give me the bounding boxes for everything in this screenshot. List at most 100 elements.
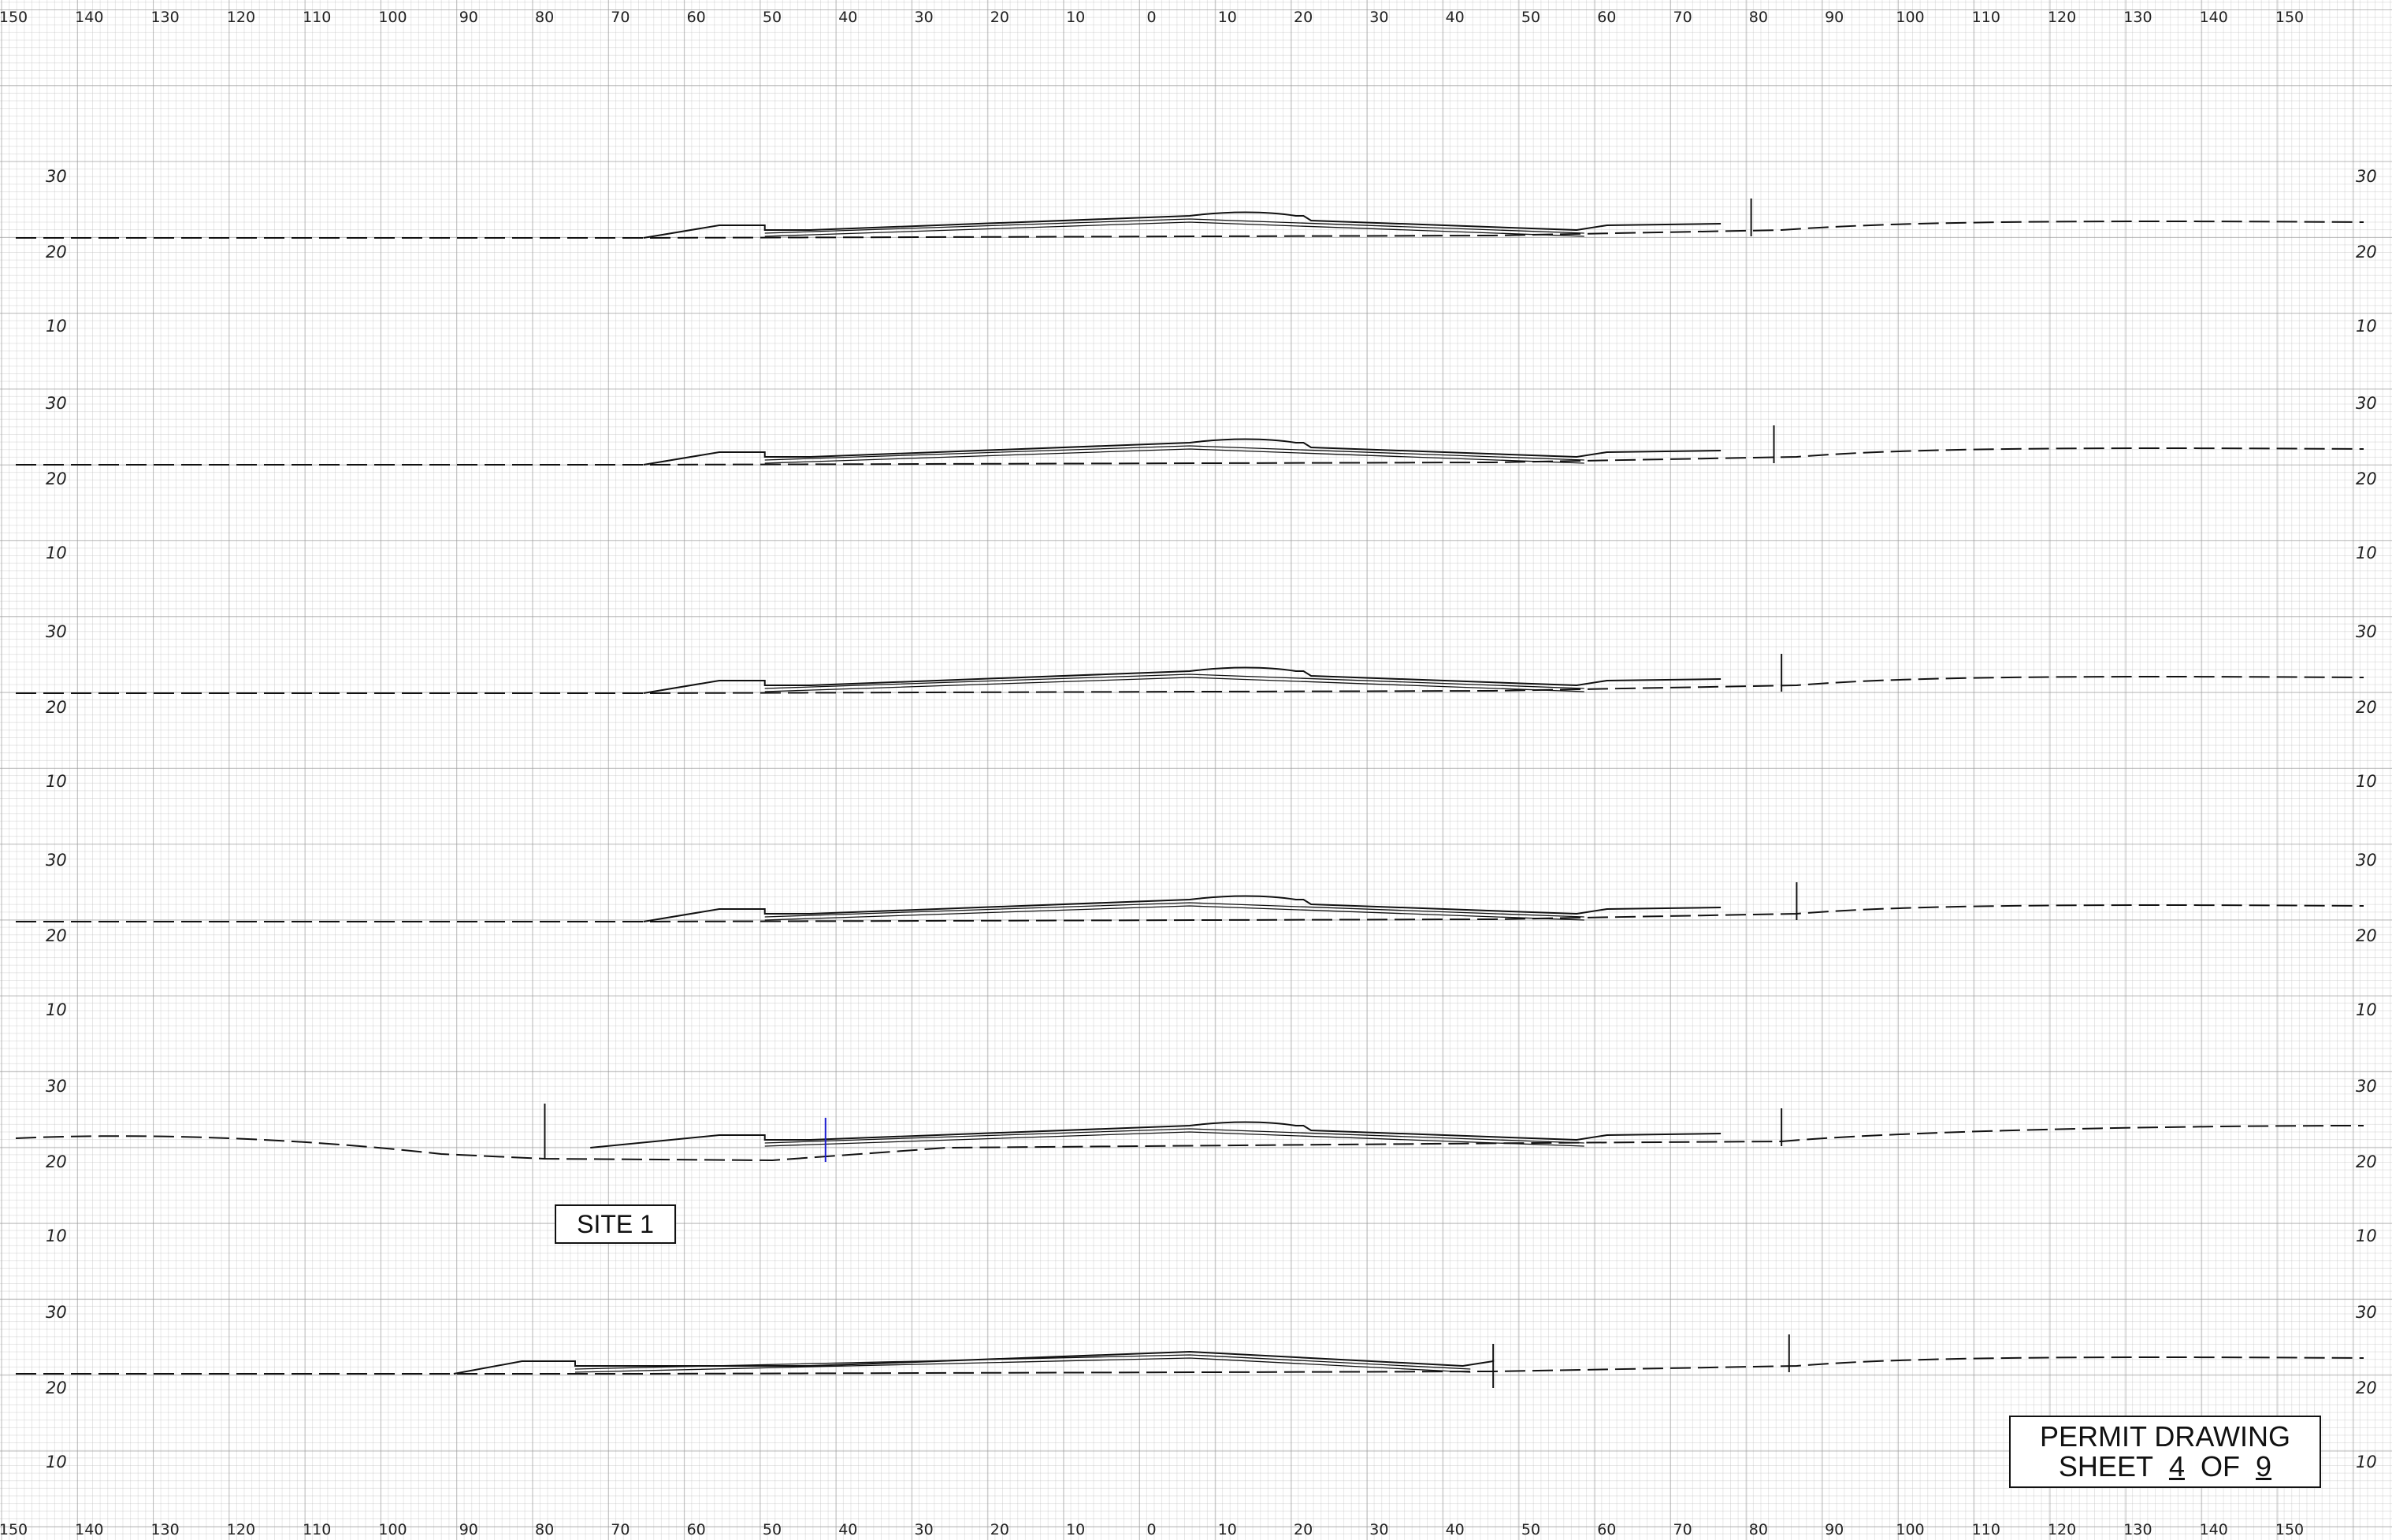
elevation-label-left: 20 <box>46 469 67 488</box>
x-tick-label-bottom: 0 <box>1146 1521 1156 1538</box>
pavement-layer-line <box>764 674 1584 689</box>
elevation-label-right: 20 <box>2356 926 2377 945</box>
x-tick-label-top: 140 <box>2200 9 2228 26</box>
x-tick-label-bottom: 110 <box>1972 1521 2000 1538</box>
elevation-label-left: 10 <box>46 772 67 791</box>
x-tick-label-bottom: 10 <box>1066 1521 1085 1538</box>
x-tick-label-bottom: 30 <box>915 1521 934 1538</box>
existing-ground-line <box>16 221 2364 239</box>
x-tick-label-top: 120 <box>2048 9 2076 26</box>
x-tick-label-bottom: 140 <box>2200 1521 2228 1538</box>
x-tick-label-top: 80 <box>535 9 554 26</box>
x-tick-label-bottom: 20 <box>990 1521 1009 1538</box>
x-tick-label-bottom: 90 <box>459 1521 478 1538</box>
proposed-roadway-template <box>643 211 1722 239</box>
permit-title: PERMIT DRAWING <box>2039 1420 2290 1453</box>
x-tick-label-top: 20 <box>1294 9 1313 26</box>
x-tick-label-top: 70 <box>1673 9 1692 26</box>
x-tick-label-bottom: 150 <box>2275 1521 2304 1538</box>
elevation-label-left: 30 <box>46 1077 67 1096</box>
x-tick-label-top: 90 <box>459 9 478 26</box>
x-tick-label-top: 150 <box>0 9 28 26</box>
x-tick-label-top: 40 <box>838 9 857 26</box>
x-tick-label-bottom: 100 <box>378 1521 407 1538</box>
elevation-label-right: 20 <box>2356 243 2377 262</box>
existing-ground-line <box>16 904 2364 922</box>
x-tick-label-top: 140 <box>75 9 103 26</box>
elevation-label-left: 30 <box>46 394 67 413</box>
proposed-roadway-template <box>453 1350 1495 1375</box>
x-tick-label-top: 60 <box>1597 9 1616 26</box>
x-tick-label-bottom: 140 <box>75 1521 103 1538</box>
proposed-roadway-template <box>643 438 1722 466</box>
x-tick-label-top: 30 <box>1369 9 1388 26</box>
elevation-label-left: 20 <box>46 926 67 945</box>
x-tick-label-bottom: 70 <box>611 1521 630 1538</box>
pavement-layer-line <box>764 1128 1584 1144</box>
of-word: OF <box>2201 1450 2241 1482</box>
cross-section-15+50.00: 30 30 20 20 10 10 <box>16 1303 2377 1471</box>
site-label: SITE 1 <box>555 1204 676 1244</box>
elevation-label-right: 20 <box>2356 469 2377 488</box>
x-tick-label-top: 100 <box>1896 9 1924 26</box>
elevation-label-left: 10 <box>46 1453 67 1471</box>
elevation-label-left: 20 <box>46 243 67 262</box>
pavement-layer-line <box>764 218 1584 234</box>
x-tick-label-top: 50 <box>1521 9 1540 26</box>
x-tick-label-top: 10 <box>1218 9 1237 26</box>
x-tick-label-bottom: 30 <box>1369 1521 1388 1538</box>
existing-ground-line <box>16 1356 2364 1375</box>
elevation-label-right: 30 <box>2356 851 2377 870</box>
elevation-label-left: 30 <box>46 622 67 641</box>
x-tick-label-bottom: 80 <box>1749 1521 1768 1538</box>
cross-section-18+00.00: 30 30 20 20 10 10 <box>16 167 2377 336</box>
x-tick-label-top: 100 <box>378 9 407 26</box>
x-tick-label-top: 130 <box>2123 9 2152 26</box>
x-tick-label-bottom: 120 <box>227 1521 255 1538</box>
elevation-label-right: 30 <box>2356 1077 2377 1096</box>
pavement-layer-line <box>764 902 1584 918</box>
x-tick-label-bottom: 120 <box>2048 1521 2076 1538</box>
elevation-label-left: 10 <box>46 1226 67 1245</box>
x-tick-label-top: 90 <box>1825 9 1844 26</box>
elevation-label-right: 10 <box>2356 1226 2377 1245</box>
permit-drawing-stamp: PERMIT DRAWING SHEET 4 OF 9 <box>2009 1416 2321 1488</box>
elevation-label-right: 30 <box>2356 1303 2377 1322</box>
pavement-layer-line <box>764 448 1584 464</box>
pavement-layer-line <box>574 1357 1471 1373</box>
x-tick-label-bottom: 90 <box>1825 1521 1844 1538</box>
sheet-number: 4 <box>2168 1450 2185 1482</box>
elevation-label-left: 10 <box>46 1000 67 1019</box>
elevation-label-left: 20 <box>46 1379 67 1397</box>
x-tick-label-bottom: 70 <box>1673 1521 1692 1538</box>
pavement-layer-line <box>764 1131 1584 1147</box>
x-tick-label-bottom: 50 <box>763 1521 782 1538</box>
x-tick-label-top: 20 <box>990 9 1009 26</box>
axis-labels: 1501501401401301301201201101101001009090… <box>0 9 2304 1538</box>
x-tick-label-bottom: 130 <box>2123 1521 2152 1538</box>
cross-section-16+00.00: 30 30 20 20 10 10 <box>15 1077 2377 1245</box>
x-tick-label-top: 80 <box>1749 9 1768 26</box>
proposed-roadway-template <box>643 895 1722 922</box>
elevation-label-left: 30 <box>46 1303 67 1322</box>
x-tick-label-top: 10 <box>1066 9 1085 26</box>
elevation-label-right: 30 <box>2356 622 2377 641</box>
elevation-label-right: 10 <box>2356 1453 2377 1471</box>
x-tick-label-top: 110 <box>303 9 331 26</box>
elevation-label-right: 20 <box>2356 1379 2377 1397</box>
sheet-total: 9 <box>2256 1450 2272 1482</box>
existing-ground-line <box>16 447 2364 466</box>
x-tick-label-top: 130 <box>150 9 179 26</box>
x-tick-label-top: 0 <box>1146 9 1156 26</box>
pavement-layer-line <box>764 221 1584 237</box>
elevation-label-right: 30 <box>2356 167 2377 186</box>
elevation-label-right: 30 <box>2356 394 2377 413</box>
elevation-label-left: 30 <box>46 167 67 186</box>
proposed-roadway-template <box>590 1121 1722 1149</box>
x-tick-label-top: 40 <box>1446 9 1465 26</box>
x-tick-label-bottom: 130 <box>150 1521 179 1538</box>
x-tick-label-top: 150 <box>2275 9 2304 26</box>
